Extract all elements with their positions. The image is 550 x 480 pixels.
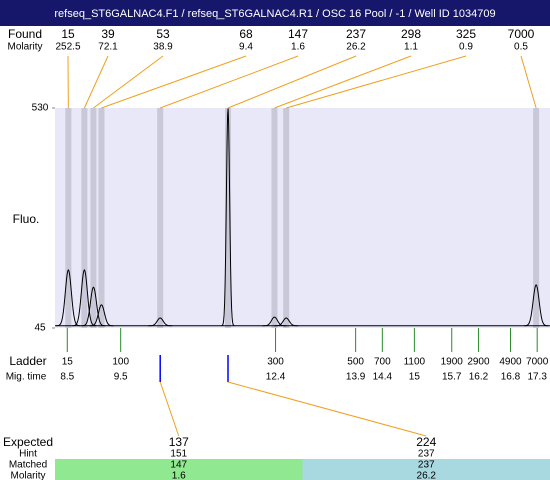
molarity-label: Molarity xyxy=(7,42,42,53)
found-molarity: 72.1 xyxy=(98,42,118,53)
expected-molarity: 1.6 xyxy=(172,471,186,480)
found-molarity: 252.5 xyxy=(55,42,80,53)
found-molarity: 0.5 xyxy=(514,42,528,53)
peak xyxy=(274,317,299,327)
peak xyxy=(148,317,173,327)
y-tick-label: 45 xyxy=(34,323,46,334)
peak-band xyxy=(65,108,72,328)
title-bar xyxy=(0,0,550,26)
row-label: Matched xyxy=(9,460,47,471)
ladder-time: 12.4 xyxy=(266,372,286,383)
found-molarity: 26.2 xyxy=(346,42,366,53)
found-size: 7000 xyxy=(508,27,535,41)
found-size: 53 xyxy=(156,27,170,41)
expected-hint: 237 xyxy=(418,449,435,460)
ladder-time: 8.5 xyxy=(60,372,74,383)
peak xyxy=(89,304,114,327)
found-connector xyxy=(93,55,164,109)
found-connector xyxy=(160,55,299,109)
expected-matched: 237 xyxy=(418,460,435,471)
peak-band xyxy=(533,108,540,328)
row-label: Molarity xyxy=(10,471,45,480)
title: refseq_ST6GALNAC4.F1 / refseq_ST6GALNAC4… xyxy=(54,8,495,20)
ladder-label: Ladder xyxy=(9,354,46,368)
peak xyxy=(81,286,106,327)
found-size: 15 xyxy=(61,27,75,41)
ladder-size: 1100 xyxy=(404,357,426,368)
y-tick-label: 530 xyxy=(32,103,49,114)
ladder-time: 16.8 xyxy=(501,372,521,383)
peak-band xyxy=(157,108,164,328)
ladder-time: 14.4 xyxy=(373,372,393,383)
peak-band xyxy=(98,108,105,328)
found-connector xyxy=(286,55,467,109)
found-molarity: 9.4 xyxy=(239,42,253,53)
ladder-time: 9.5 xyxy=(114,372,128,383)
found-molarity: 1.6 xyxy=(291,42,305,53)
row-label: Hint xyxy=(19,449,37,460)
found-molarity: 0.9 xyxy=(459,42,473,53)
peak-band xyxy=(90,108,97,328)
found-size: 325 xyxy=(456,27,476,41)
found-size: 68 xyxy=(239,27,253,41)
ladder-time: 17.3 xyxy=(527,372,547,383)
peak xyxy=(72,269,97,327)
expected-molarity: 26.2 xyxy=(417,471,437,480)
ladder-time: 15 xyxy=(409,372,421,383)
ladder-size: 1900 xyxy=(441,357,464,368)
expected-connector xyxy=(227,381,427,437)
peak-band xyxy=(225,108,232,328)
expected-hint: 151 xyxy=(170,449,187,460)
found-connector xyxy=(83,55,109,109)
matched-cell xyxy=(55,459,303,480)
ladder-size: 2900 xyxy=(467,357,490,368)
peak xyxy=(262,316,287,327)
ladder-size: 100 xyxy=(112,357,129,368)
found-size: 39 xyxy=(101,27,115,41)
ladder-size: 500 xyxy=(347,357,364,368)
found-connector xyxy=(274,55,412,109)
found-molarity: 1.1 xyxy=(404,42,418,53)
peak-band xyxy=(81,108,88,328)
found-connector xyxy=(227,55,357,109)
found-connector xyxy=(101,55,247,109)
ladder-size: 4900 xyxy=(499,357,522,368)
ladder-size: 7000 xyxy=(526,357,549,368)
ladder-size: 700 xyxy=(374,357,391,368)
peak-band xyxy=(271,108,278,328)
found-size: 237 xyxy=(346,27,366,41)
ladder-size: 300 xyxy=(267,357,284,368)
found-size: 147 xyxy=(288,27,308,41)
ladder-time: 16.2 xyxy=(469,372,489,383)
plot-area xyxy=(55,108,550,328)
ladder-time: 15.7 xyxy=(442,372,462,383)
expected-expected: 224 xyxy=(416,435,436,449)
peak xyxy=(524,284,549,327)
mig-time-label: Mig. time xyxy=(6,372,47,383)
peak xyxy=(221,108,235,327)
expected-matched: 147 xyxy=(170,460,187,471)
ladder-size: 15 xyxy=(62,357,74,368)
peak-band xyxy=(283,108,290,328)
matched-cell xyxy=(302,459,550,480)
ladder-time: 13.9 xyxy=(346,372,366,383)
row-label: Expected xyxy=(3,435,53,449)
found-label: Found xyxy=(8,27,42,41)
found-molarity: 38.9 xyxy=(153,42,173,53)
found-size: 298 xyxy=(401,27,421,41)
expected-connector xyxy=(159,381,180,437)
expected-expected: 137 xyxy=(169,435,189,449)
y-axis-label: Fluo. xyxy=(13,212,40,226)
found-connector xyxy=(520,55,537,109)
